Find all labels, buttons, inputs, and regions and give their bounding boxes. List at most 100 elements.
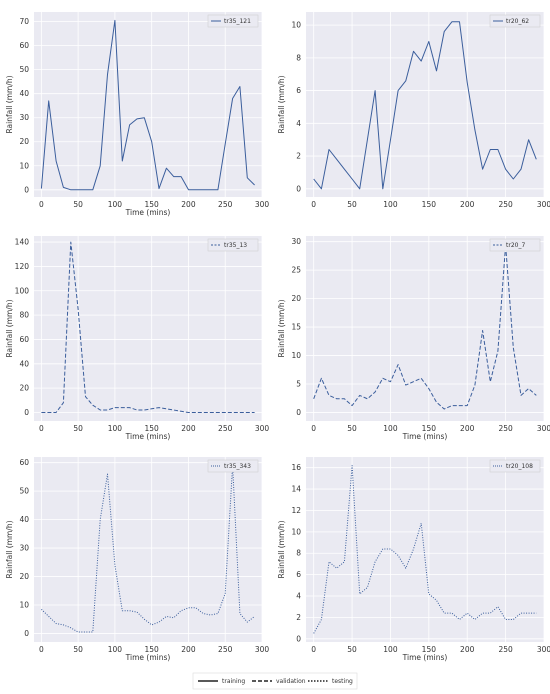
x-tick-label: 150 [422,645,437,654]
x-tick-label: 250 [498,200,513,209]
x-tick-label: 100 [383,645,398,654]
x-tick-label: 250 [498,424,513,433]
y-axis-label: Rainfall (mm/h) [5,299,14,357]
x-tick-label: 200 [181,200,196,209]
y-tick-label: 15 [291,323,301,332]
x-axis-label: Time (mins) [402,432,448,441]
y-tick-label: 5 [296,380,301,389]
y-tick-label: 40 [19,515,29,524]
x-tick-label: 250 [498,645,513,654]
x-tick-label: 50 [73,200,83,209]
x-tick-label: 200 [460,424,475,433]
chart-panel-2: 0 50 100 150 200 250 300 0 2 4 6 8 10 Rainfall (mm/h)… [277,12,550,209]
x-tick-label: 300 [537,645,550,654]
plot-area [306,12,544,197]
x-tick-label: 100 [383,424,398,433]
y-tick-label: 16 [291,463,301,472]
x-tick-label: 200 [181,645,196,654]
y-tick-label: 60 [19,41,29,50]
legend-label: tr20_108 [506,463,533,470]
y-tick-label: 10 [19,161,29,170]
figure-legend-box [192,672,358,690]
x-tick-label: 100 [108,645,123,654]
legend-box [489,14,541,28]
y-tick-label: 140 [15,238,30,247]
x-tick-label: 0 [39,645,44,654]
x-tick-label: 0 [39,424,44,433]
x-tick-label: 50 [347,424,357,433]
y-tick-label: 10 [291,527,301,536]
figure-legend: training validation testing [192,672,358,690]
y-tick-label: 20 [19,572,29,581]
figure-legend-label: testing [332,678,353,685]
y-tick-label: 70 [19,17,29,26]
plot-area [34,236,262,421]
x-tick-label: 0 [311,200,316,209]
x-tick-label: 200 [460,645,475,654]
y-tick-label: 20 [291,294,301,303]
y-tick-label: 8 [296,549,301,558]
y-tick-label: 10 [291,21,301,30]
series-line [313,244,537,410]
y-tick-label: 50 [19,487,29,496]
legend-label: tr20_62 [506,18,529,25]
y-tick-label: 6 [296,570,301,579]
y-tick-label: 4 [296,119,301,128]
plot-area [34,457,262,642]
x-tick-label: 300 [537,424,550,433]
plot-area [306,236,544,421]
y-tick-label: 0 [296,634,301,643]
x-tick-label: 50 [347,645,357,654]
x-tick-label: 50 [73,424,83,433]
y-tick-label: 30 [19,113,29,122]
series-line [41,465,255,633]
y-tick-label: 25 [291,266,301,275]
y-tick-label: 30 [19,544,29,553]
legend-box [207,459,259,473]
chart-panel-4: 0 50 100 150 200 250 300 0 5 10 15 20 25 30 Time (mins… [277,236,550,441]
x-tick-label: 50 [347,200,357,209]
y-tick-label: 40 [19,359,29,368]
legend-label: tr35_121 [224,18,251,25]
x-tick-label: 300 [537,200,550,209]
y-tick-label: 10 [19,601,29,610]
x-tick-label: 200 [181,424,196,433]
legend-box [207,14,259,28]
x-axis-label: Time (mins) [402,653,448,662]
x-axis-label: Time (mins) [125,208,171,217]
x-tick-label: 200 [460,200,475,209]
series-line [41,241,255,413]
y-axis-label: Rainfall (mm/h) [5,520,14,578]
y-axis-label: Rainfall (mm/h) [5,75,14,133]
x-tick-label: 150 [422,424,437,433]
y-tick-label: 0 [24,408,29,417]
x-tick-label: 0 [311,424,316,433]
y-tick-label: 6 [296,86,301,95]
legend-label: tr20_7 [506,242,525,249]
x-tick-label: 50 [73,645,83,654]
y-tick-label: 80 [19,311,29,320]
chart-panel-3: 0 50 100 150 200 250 300 0 20 40 60 80 100 120 140 Time… [5,236,269,441]
y-tick-label: 0 [296,408,301,417]
y-tick-label: 120 [15,262,30,271]
y-tick-label: 60 [19,458,29,467]
chart-panel-6: 0 50 100 150 200 250 300 0 2 4 6 8 10 12 14 16 Time (min… [277,457,550,662]
y-tick-label: 4 [296,592,301,601]
x-axis-label: Time (mins) [125,432,171,441]
legend-box [489,238,541,252]
y-axis-label: Rainfall (mm/h) [277,75,286,133]
y-tick-label: 40 [19,89,29,98]
x-tick-label: 100 [383,200,398,209]
y-tick-label: 8 [296,53,301,62]
x-tick-label: 300 [255,424,270,433]
y-tick-label: 100 [15,286,30,295]
legend-label: tr35_343 [224,463,251,470]
x-tick-label: 100 [108,424,123,433]
chart-panel-1: 0 50 100 150 200 250 300 0 10 20 30 40 50 60 70 Time (m… [5,12,269,217]
legend-box [207,238,259,252]
y-tick-label: 14 [291,485,301,494]
y-tick-label: 0 [24,629,29,638]
x-tick-label: 250 [218,424,233,433]
x-axis-label: Time (mins) [125,653,171,662]
